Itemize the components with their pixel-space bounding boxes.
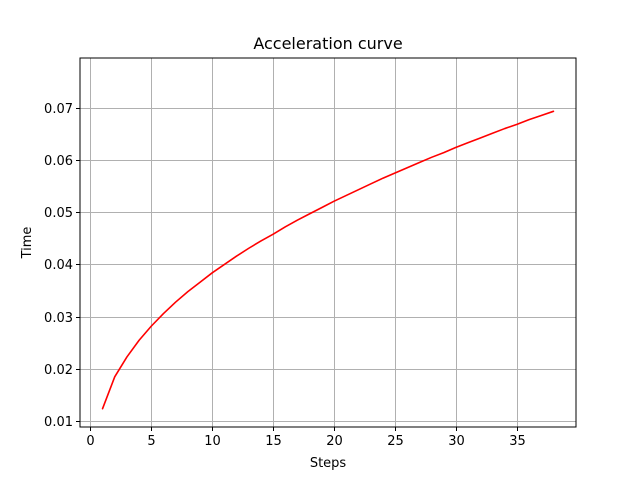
plot-frame xyxy=(79,57,577,428)
x-tick-label: 25 xyxy=(387,434,404,449)
y-tick-label: 0.02 xyxy=(44,363,73,378)
y-tick-label: 0.03 xyxy=(44,311,73,326)
x-axis-label: Steps xyxy=(310,456,347,471)
y-tick-label: 0.05 xyxy=(44,206,73,221)
y-tick-label: 0.06 xyxy=(44,154,73,169)
x-tick-label: 5 xyxy=(147,434,155,449)
grid-layer xyxy=(80,58,576,427)
x-ticks: 0 5 10 15 20 25 30 35 xyxy=(86,427,526,449)
y-tick-label: 0.01 xyxy=(44,415,73,430)
y-ticks: 0.01 0.02 0.03 0.04 0.05 0.06 0.07 xyxy=(44,102,80,430)
y-tick-label: 0.04 xyxy=(44,258,73,273)
x-tick-label: 20 xyxy=(326,434,343,449)
x-tick-label: 35 xyxy=(509,434,526,449)
x-tick-label: 15 xyxy=(265,434,282,449)
series-line xyxy=(101,110,555,410)
x-tick-label: 10 xyxy=(204,434,221,449)
y-axis-label: Time xyxy=(20,227,35,260)
y-tick-label: 0.07 xyxy=(44,102,73,117)
x-tick-label: 0 xyxy=(86,434,94,449)
x-tick-label: 30 xyxy=(448,434,465,449)
series-layer xyxy=(101,110,555,410)
chart-title: Acceleration curve xyxy=(253,34,402,53)
